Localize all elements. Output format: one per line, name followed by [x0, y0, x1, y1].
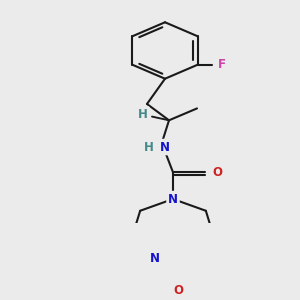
Text: H: H — [144, 140, 154, 154]
Text: H: H — [138, 108, 148, 121]
Text: F: F — [218, 58, 226, 71]
Text: N: N — [150, 252, 160, 265]
Text: O: O — [174, 284, 184, 298]
Text: N: N — [160, 140, 170, 154]
Text: O: O — [212, 166, 222, 179]
Text: N: N — [168, 193, 178, 206]
